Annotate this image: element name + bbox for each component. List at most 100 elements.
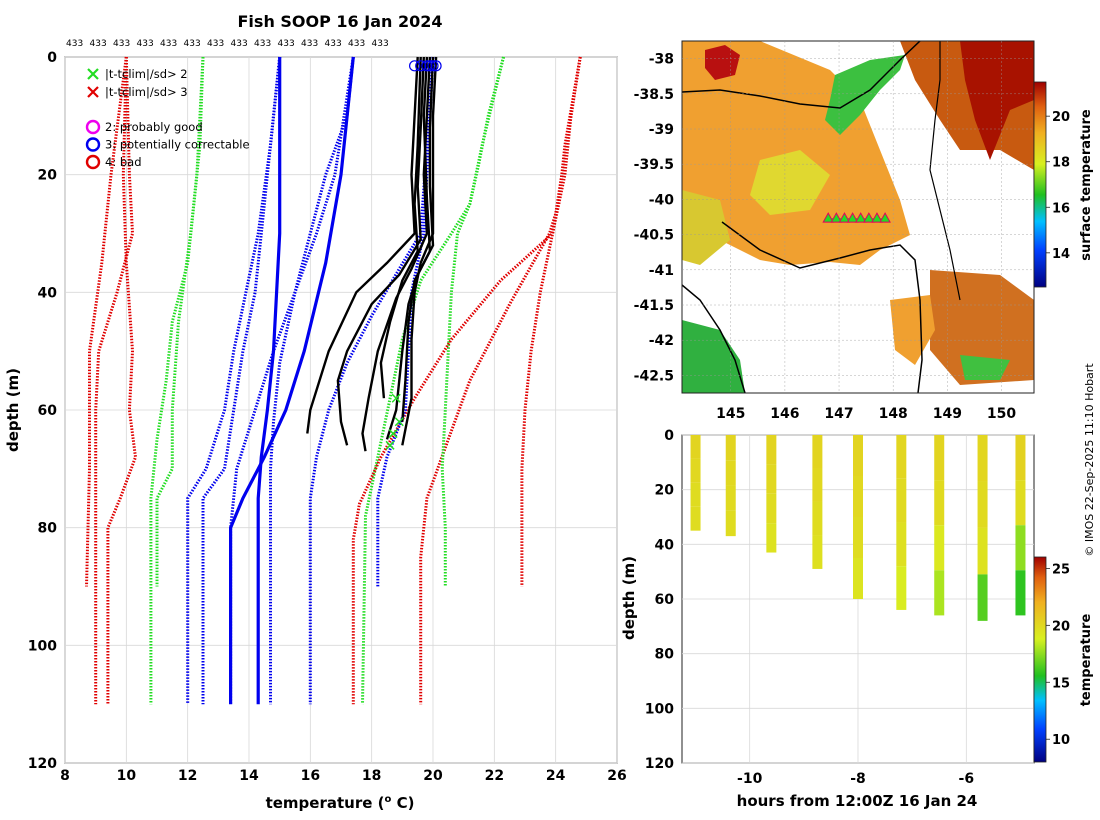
td-profile-segment <box>766 435 777 465</box>
coastline-tasmania <box>721 221 923 393</box>
td-profile-segment <box>690 482 701 507</box>
sst-colorbar-tick-label: 16 <box>1052 201 1070 216</box>
xbt-profile-line <box>336 56 425 446</box>
cast-number-label: 433 <box>207 39 224 49</box>
profile-xtick-label: 8 <box>60 768 70 784</box>
drop-marker <box>846 212 859 223</box>
td-profile-segment <box>977 527 988 575</box>
cast-number-label: 433 <box>113 39 130 49</box>
sst-map: 145 146 147 148 149 150 -38 -38.5 -39 -39.5 -40 -40… <box>634 40 1094 422</box>
profile-series-line <box>361 56 505 705</box>
xbt-profile-line <box>401 56 438 446</box>
td-profile-segment <box>853 435 863 476</box>
td-profile-segment <box>977 574 988 621</box>
profile-xtick-label: 24 <box>546 768 566 784</box>
map-xtick-label: 149 <box>933 406 962 422</box>
sst-se-green <box>960 355 1010 380</box>
td-xtick-label: -8 <box>850 771 866 787</box>
td-profile-segment <box>725 460 736 486</box>
coastline-tasmania-west <box>682 284 746 393</box>
profile-plot: 8 10 12 14 16 18 20 22 24 26 0 20 40 60 80 100 120 |t-tc… <box>4 50 627 812</box>
profile-xtick-label: 10 <box>117 768 137 784</box>
cast-number-label: 433 <box>160 39 177 49</box>
suspect-marker <box>391 393 401 403</box>
td-profile-segment <box>853 517 863 558</box>
map-ytick-label: -39 <box>649 122 674 138</box>
map-xtick-label: 145 <box>716 406 745 422</box>
temperature-colorbar-tick-label: 20 <box>1052 619 1070 634</box>
suspect-marker <box>388 429 398 439</box>
profile-xtick-label: 12 <box>178 768 197 784</box>
profile-ylabel: depth (m) <box>4 368 22 452</box>
map-ytick-label: -42.5 <box>634 368 674 384</box>
profile-xtick-label: 18 <box>362 768 381 784</box>
td-ticks: -10 -8 -6 0 20 40 60 80 100 120 <box>645 428 974 787</box>
td-profile-segment <box>766 493 777 524</box>
td-ytick-label: 0 <box>664 428 674 444</box>
td-xtick-label: -6 <box>959 771 975 787</box>
drop-marker <box>822 212 835 223</box>
profile-xtick-label: 22 <box>485 768 504 784</box>
legend-marker <box>85 137 101 152</box>
profile-series-line <box>440 56 505 587</box>
legend-marker <box>87 86 99 98</box>
profile-series-line <box>94 56 135 705</box>
ship-track <box>822 212 891 223</box>
td-profile-segment <box>896 566 907 610</box>
drop-marker <box>854 212 867 223</box>
td-profile-segment <box>766 523 777 553</box>
td-xtick-label: -10 <box>737 771 763 787</box>
sst-colorbar-ticks: 14 16 18 20 <box>1046 110 1070 262</box>
cast-number-label: 433 <box>348 39 365 49</box>
td-profile-segment <box>1015 570 1026 616</box>
td-profile-segment <box>934 435 945 481</box>
profile-legend: |t-tclim|/sd> 2 |t-tclim|/sd> 3 2: probabl… <box>85 67 250 170</box>
sst-colorbar-tick-label: 18 <box>1052 156 1070 171</box>
figure-title: Fish SOOP 16 Jan 2024 <box>238 12 443 31</box>
legend-marker <box>85 119 101 135</box>
profile-series-line <box>351 56 582 705</box>
td-ytick-label: 120 <box>645 756 674 772</box>
profile-ytick-label: 20 <box>38 168 58 184</box>
profile-series <box>85 56 582 705</box>
temperature-colorbar-tick-label: 10 <box>1052 733 1070 748</box>
td-profiles <box>690 435 1026 621</box>
cast-number-label: 433 <box>254 39 271 49</box>
legend-marker <box>85 154 101 170</box>
td-profile-segment <box>690 506 701 531</box>
temperature-colorbar-label: temperature <box>1079 614 1094 707</box>
td-profile-segment <box>977 435 988 482</box>
cast-number-label: 433 <box>372 39 389 49</box>
profile-series-line <box>186 56 282 705</box>
profile-ytick-label: 100 <box>28 638 57 654</box>
td-ytick-label: 40 <box>655 537 675 553</box>
profile-xtick-label: 16 <box>301 768 320 784</box>
profile-series-line <box>419 56 582 705</box>
map-ytick-label: -41 <box>649 263 674 279</box>
sst-colorbar-tick-label: 14 <box>1052 247 1070 262</box>
suspect-marker <box>385 440 395 450</box>
credit-text: © IMOS 22-Sep-2025 11:10 Hobart <box>1083 363 1096 557</box>
td-ylabel: depth (m) <box>620 556 638 640</box>
cast-number-label: 433 <box>301 39 318 49</box>
td-profile-segment <box>1015 525 1026 571</box>
td-profile-segment <box>934 570 945 616</box>
profile-series-line <box>256 57 282 705</box>
cast-number-label: 433 <box>66 39 83 49</box>
map-ytick-label: -41.5 <box>634 298 674 314</box>
legend-label: 3: potentially correctable <box>105 138 250 152</box>
map-ytick-label: -38.5 <box>634 87 674 103</box>
flag-marker-circle <box>421 60 433 72</box>
td-profile-segment <box>977 481 988 528</box>
sst-south-orange <box>890 295 935 365</box>
td-profile-segment <box>1015 435 1026 481</box>
legend-label: 2: probably good <box>105 120 203 134</box>
flag-marker-circle <box>427 60 439 72</box>
map-xtick-label: 148 <box>879 406 908 422</box>
td-profile-segment <box>725 485 736 511</box>
sst-se-warm <box>930 270 1034 385</box>
td-ytick-label: 100 <box>645 701 674 717</box>
td-profile-segment <box>725 435 736 461</box>
td-profile-segment <box>896 435 907 479</box>
map-ytick-label: -38 <box>649 52 674 68</box>
